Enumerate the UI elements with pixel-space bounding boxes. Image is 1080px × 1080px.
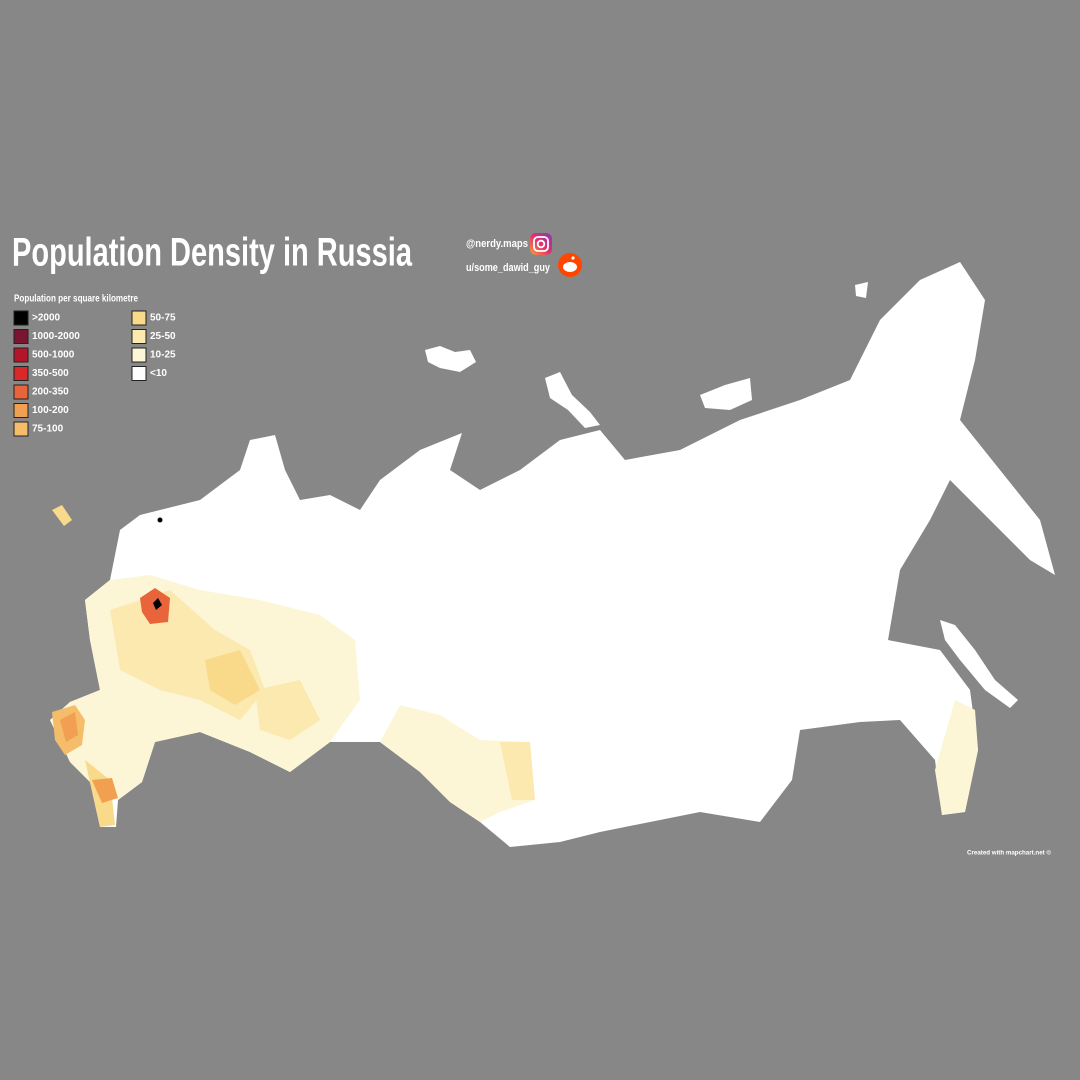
kaliningrad — [52, 505, 72, 526]
sakhalin — [940, 620, 1018, 708]
legend-swatch — [13, 310, 29, 326]
legend-label: 75-100 — [32, 424, 64, 435]
caucasus — [60, 712, 118, 803]
siberia-lowdensity — [380, 705, 535, 822]
instagram-icon — [530, 233, 552, 255]
legend-title: Population per square kilometre — [14, 294, 138, 305]
legend-label: 100-200 — [32, 405, 69, 416]
legend-label: 200-350 — [32, 387, 69, 398]
legend-swatch — [13, 347, 29, 363]
legend-swatch — [131, 310, 147, 326]
credit: Created with mapchart.net © — [967, 850, 1052, 857]
far-east-lowdensity — [935, 700, 978, 815]
legend-swatch — [131, 366, 147, 381]
legend-swatch — [13, 329, 29, 344]
legend: >2000 1000-2000 500-1000 350-500 200-350 100-… — [13, 310, 176, 437]
severnaya-zemlya — [700, 378, 752, 410]
legend-label: 350-500 — [32, 368, 69, 379]
legend-label: 25-50 — [150, 331, 176, 342]
legend-swatch — [131, 347, 147, 363]
reddit-handle: u/some_dawid_guy — [466, 262, 551, 274]
russia-map — [50, 262, 1055, 847]
legend-label: 1000-2000 — [32, 331, 80, 342]
map-title: Population Density in Russia — [12, 231, 413, 275]
legend-label: 10-25 — [150, 350, 176, 361]
st-petersburg — [157, 517, 163, 523]
legend-swatch — [131, 329, 147, 344]
legend-swatch — [13, 421, 29, 437]
legend-label: <10 — [150, 368, 167, 379]
south-mid — [85, 650, 260, 827]
moscow-city — [153, 598, 162, 610]
legend-swatch — [13, 366, 29, 381]
new-siberian-islands — [855, 282, 868, 298]
instagram-handle: @nerdy.maps — [466, 238, 528, 250]
novaya-zemlya — [545, 372, 600, 428]
legend-label: >2000 — [32, 313, 61, 324]
legend-swatch — [13, 403, 29, 418]
legend-label: 500-1000 — [32, 350, 75, 361]
legend-label: 50-75 — [150, 313, 176, 324]
franz-josef-land — [425, 346, 476, 372]
legend-swatch — [13, 384, 29, 400]
reddit-icon — [558, 253, 582, 277]
central-mid — [110, 590, 535, 800]
